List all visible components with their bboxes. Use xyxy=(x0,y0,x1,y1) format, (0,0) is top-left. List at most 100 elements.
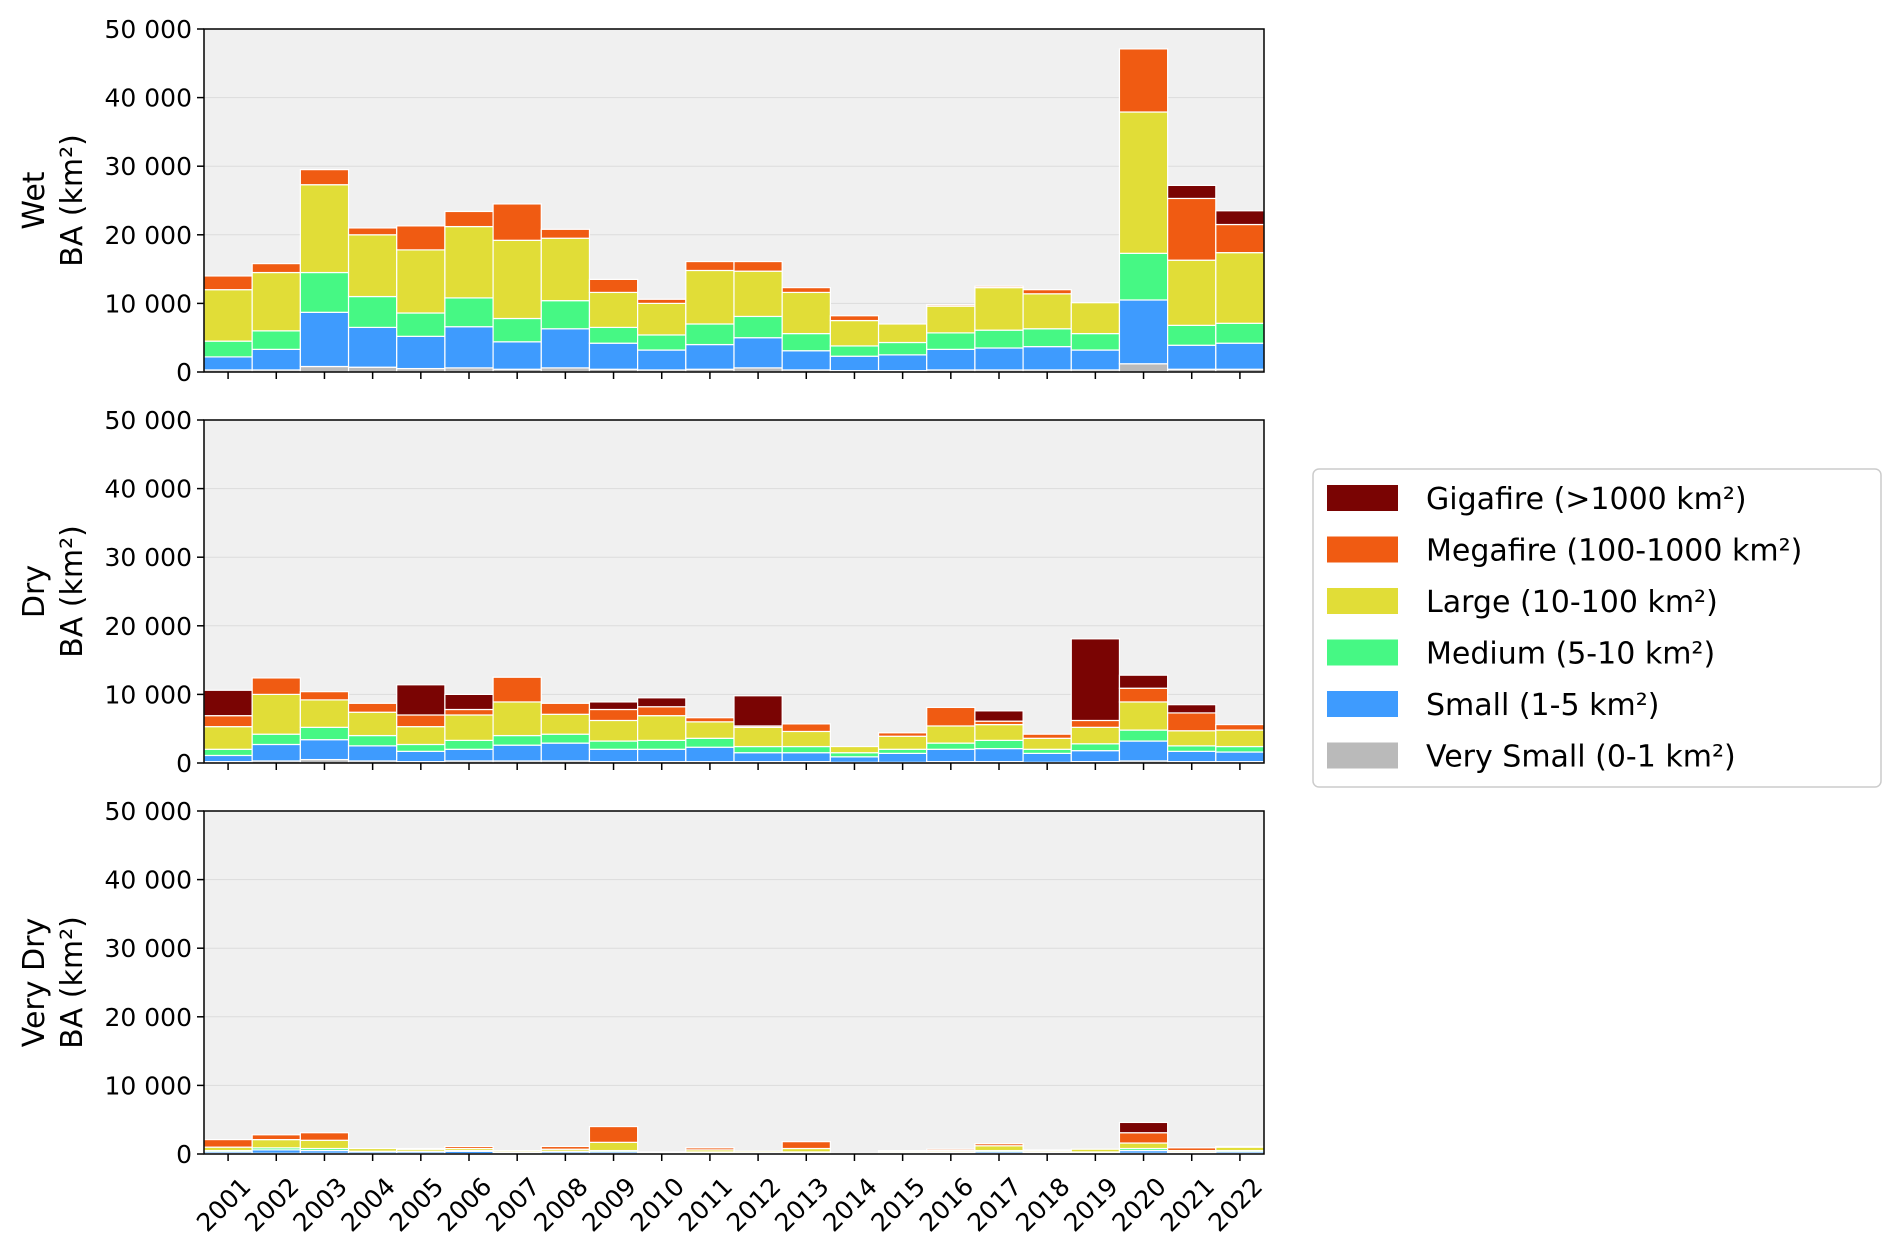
bar-giga-2005 xyxy=(396,684,446,716)
bar-large-2019 xyxy=(1070,1148,1121,1153)
bar-medium-2018 xyxy=(1022,748,1072,754)
bar-small-2007 xyxy=(492,341,542,370)
bar-large-2007 xyxy=(492,701,542,737)
bar-giga-2017 xyxy=(974,710,1024,722)
bar-small-2003 xyxy=(299,311,350,368)
plot-frame xyxy=(203,28,1265,373)
bar-small-2012 xyxy=(733,337,783,369)
bar-giga-2022 xyxy=(1215,210,1265,226)
panel-dry: 0 10 000 20 000 30 000 40 000 50 000 Dry BA (km… xyxy=(17,406,1265,778)
y-axis-label-condition: Dry xyxy=(17,565,52,618)
bar-small-2020 xyxy=(1118,740,1169,762)
bar-small-2018 xyxy=(1022,752,1072,763)
bar-mega-2001 xyxy=(203,715,253,728)
bar-medium-2014 xyxy=(829,752,880,758)
bar-mega-2022 xyxy=(1215,1145,1265,1148)
bar-large-2002 xyxy=(251,271,301,332)
bar-medium-2004 xyxy=(347,734,398,747)
bar-mega-2006 xyxy=(444,210,494,228)
legend-swatch-giga xyxy=(1327,485,1398,511)
bar-small-2014 xyxy=(829,355,880,372)
bar-small-2016 xyxy=(926,748,976,763)
bar-medium-2015 xyxy=(877,748,928,754)
bar-small-2022 xyxy=(1215,342,1265,370)
bar-medium-2020 xyxy=(1118,729,1169,742)
bar-mega-2015 xyxy=(877,732,928,737)
y-axis-label-condition: Wet xyxy=(17,171,52,229)
bar-mega-2009 xyxy=(588,1125,639,1143)
legend-swatch-large xyxy=(1327,588,1398,614)
bar-medium-2001 xyxy=(203,340,253,358)
bar-small-2022 xyxy=(1215,751,1265,763)
bar-small-2014 xyxy=(829,756,880,763)
bar-medium-2009 xyxy=(588,740,639,750)
bar-medium-2003 xyxy=(299,271,350,313)
bar-medium-2002 xyxy=(251,733,301,746)
bar-large-2013 xyxy=(781,291,831,335)
bar-medium-2015 xyxy=(877,341,928,356)
bar-large-2022 xyxy=(1215,729,1265,748)
bar-large-2012 xyxy=(733,726,783,748)
bar-small-2012 xyxy=(733,752,783,763)
bar-small-2019 xyxy=(1070,750,1121,763)
bar-mega-2017 xyxy=(974,1143,1024,1147)
y-tick-label: 40 000 xyxy=(105,866,192,895)
bar-large-2014 xyxy=(829,745,880,754)
bar-mega-2016 xyxy=(926,1148,976,1152)
plot-background xyxy=(204,811,1264,1154)
legend-label-mega: Megafire (100-1000 km²) xyxy=(1426,534,1802,569)
bar-small-2020 xyxy=(1118,299,1169,365)
bar-medium-2019 xyxy=(1070,743,1121,752)
y-tick-label: 50 000 xyxy=(105,797,192,826)
bar-mega-2003 xyxy=(299,1132,350,1141)
bar-mega-2021 xyxy=(1167,1147,1217,1152)
bar-small-2005 xyxy=(396,750,446,763)
bar-large-2021 xyxy=(1167,730,1217,747)
y-tick-label: 40 000 xyxy=(105,475,192,504)
bar-mega-2015 xyxy=(877,1149,928,1152)
bar-mega-2016 xyxy=(926,304,976,307)
x-tick-label: 2021 xyxy=(1155,1172,1220,1237)
bar-giga-2009 xyxy=(588,701,639,711)
legend-label-large: Large (10-100 km²) xyxy=(1426,585,1718,620)
bar-mega-2009 xyxy=(588,278,639,294)
bar-medium-2022 xyxy=(1215,745,1265,753)
bar-small-2006 xyxy=(444,326,494,369)
bar-medium-2001 xyxy=(203,748,253,757)
bar-giga-2020 xyxy=(1118,674,1169,689)
bar-mega-2002 xyxy=(251,1134,301,1141)
bar-large-2017 xyxy=(974,287,1024,331)
x-tick-label: 2002 xyxy=(239,1172,304,1237)
bar-mega-2010 xyxy=(637,298,687,304)
bar-medium-2019 xyxy=(1070,332,1121,351)
y-tick-label: 20 000 xyxy=(105,1003,192,1032)
bar-mega-2005 xyxy=(396,1147,446,1150)
bar-medium-2016 xyxy=(926,742,976,750)
legend-label-small: Small (1-5 km²) xyxy=(1426,688,1659,723)
bar-mega-2005 xyxy=(396,225,446,251)
bar-mega-2017 xyxy=(974,285,1024,289)
bar-large-2015 xyxy=(877,735,928,750)
bar-vsmall-2020 xyxy=(1118,363,1169,373)
bar-small-2016 xyxy=(926,348,976,371)
x-tick-label: 2003 xyxy=(287,1172,352,1237)
x-tick-label: 2009 xyxy=(576,1172,641,1237)
bar-small-2019 xyxy=(1070,349,1121,371)
y-tick-label: 10 000 xyxy=(105,1071,192,1100)
bar-small-2013 xyxy=(781,752,831,763)
y-tick-label: 50 000 xyxy=(105,406,192,435)
bar-mega-2009 xyxy=(588,708,639,722)
bar-giga-2006 xyxy=(444,693,494,711)
bar-medium-2007 xyxy=(492,317,542,343)
bar-medium-2007 xyxy=(492,734,542,746)
bar-small-2004 xyxy=(347,326,398,368)
bar-large-2008 xyxy=(540,713,591,735)
bar-small-2007 xyxy=(492,744,542,762)
bar-small-2013 xyxy=(781,350,831,371)
bar-large-2019 xyxy=(1070,302,1121,335)
bar-mega-2013 xyxy=(781,287,831,294)
bar-mega-2016 xyxy=(926,706,976,727)
bar-large-2015 xyxy=(877,323,928,344)
